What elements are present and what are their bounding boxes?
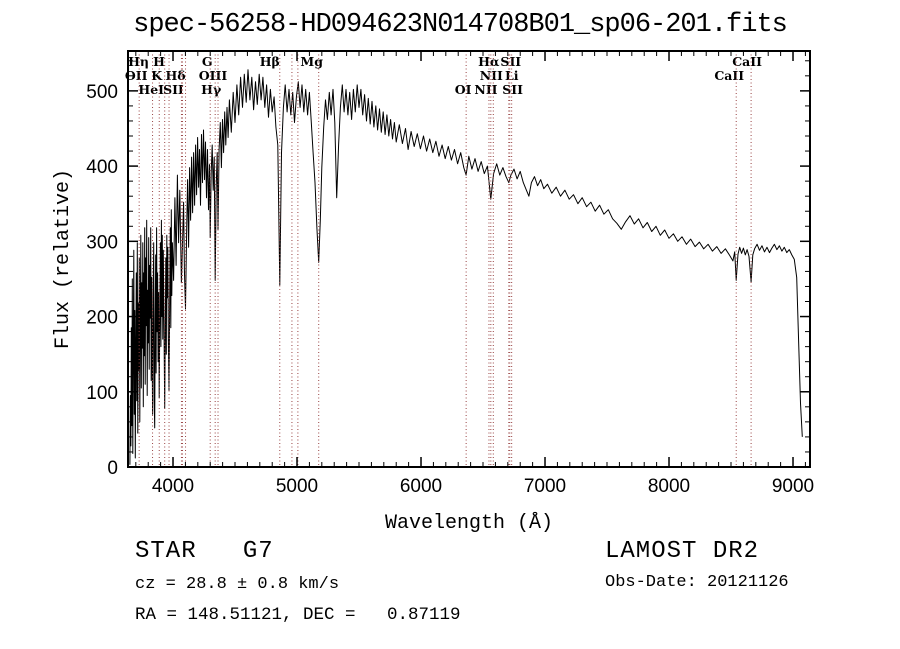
spectral-line-label: NII [474, 82, 497, 97]
spectral-line-label: Hγ [201, 82, 222, 97]
spectral-line-label: NII [480, 68, 503, 83]
radial-velocity: cz = 28.8 ± 0.8 km/s [135, 575, 340, 594]
x-tick-label: 5000 [276, 476, 318, 497]
spectral-line-label: Hη [128, 54, 149, 69]
survey-name: LAMOST DR2 [605, 538, 760, 565]
y-tick-label: 400 [86, 157, 118, 178]
spectral-line-label: OIII [199, 68, 228, 83]
y-tick-label: 200 [86, 308, 118, 329]
spectral-line-label: SII [500, 54, 521, 69]
x-tick-label: 4000 [152, 476, 194, 497]
spectral-line-label: SII [502, 82, 523, 97]
spectral-line-label: CaII [732, 54, 762, 69]
spectral-line-label: CaII [714, 68, 744, 83]
plot-frame [127, 50, 811, 468]
x-axis-label: Wavelength (Å) [385, 512, 553, 535]
y-tick-label: 0 [107, 458, 118, 479]
spectral-line-label: Hβ [260, 54, 280, 69]
x-tick-label: 7000 [524, 476, 566, 497]
plot-title: spec-56258-HD094623N014708B01_sp06-201.f… [133, 10, 788, 40]
coordinates: RA = 148.51121, DEC = 0.87119 [135, 605, 461, 625]
spectral-line-label: OII [125, 68, 148, 83]
spectral-line-label: OI [455, 82, 472, 97]
spectral-line-label: K [151, 68, 163, 83]
y-axis-label: Flux (relative) [52, 169, 75, 349]
x-tick-label: 9000 [772, 476, 814, 497]
x-tick-label: 6000 [400, 476, 442, 497]
x-tick-label: 8000 [648, 476, 690, 497]
spectral-line-label: Hδ [165, 68, 185, 83]
classification-block: STAR G7 cz = 28.8 ± 0.8 km/s RA = 148.51… [135, 538, 461, 625]
y-tick-label: 300 [86, 232, 118, 253]
y-tick-label: 100 [86, 383, 118, 404]
object-class: STAR G7 [135, 538, 274, 565]
spectral-line-label: SII [163, 82, 184, 97]
spectral-line-label: HeI [138, 82, 164, 97]
spectral-line-label: G [202, 54, 213, 69]
spectral-line-label: Mg [300, 54, 323, 69]
survey-block: LAMOST DR2 Obs-Date: 20121126 [605, 538, 789, 592]
obs-date: Obs-Date: 20121126 [605, 573, 789, 592]
y-tick-label: 500 [86, 82, 118, 103]
